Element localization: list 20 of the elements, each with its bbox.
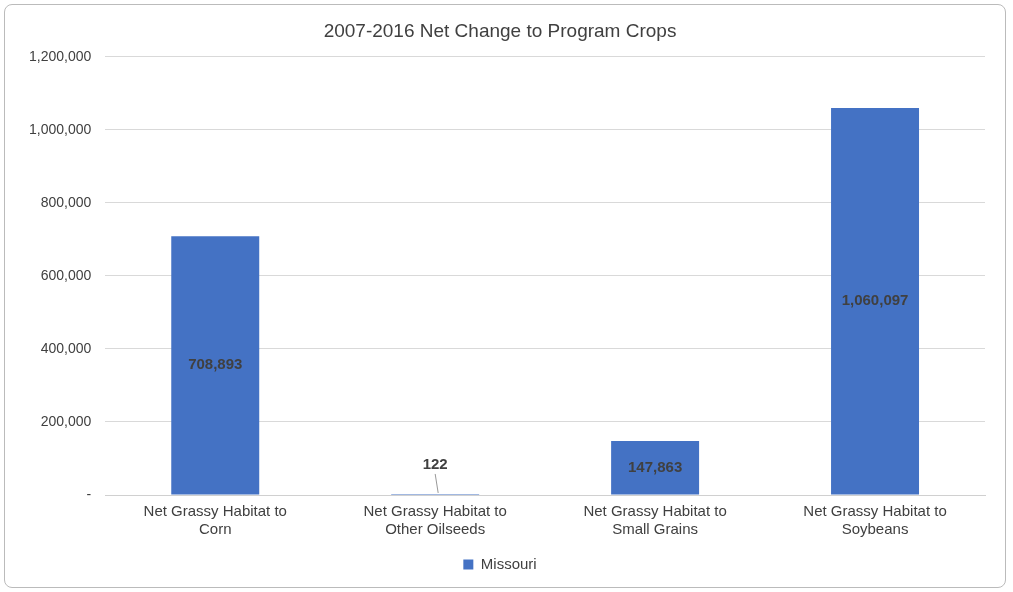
data-label: 708,893: [188, 355, 243, 373]
x-tick-label: Net Grassy Habitat to Small Grains: [583, 502, 727, 538]
y-tick-label: 1,000,000: [28, 120, 92, 137]
y-tick-label: 400,000: [40, 339, 92, 356]
y-tick-label: -: [86, 485, 92, 502]
bar: [831, 107, 920, 495]
y-tick-label: 200,000: [40, 412, 92, 429]
x-tick-label: Net Grassy Habitat to Soybeans: [803, 502, 947, 538]
chart-title: 2007-2016 Net Change to Program Crops: [323, 19, 677, 41]
data-label: 1,060,097: [841, 291, 909, 309]
y-tick-label: 1,200,000: [28, 47, 92, 64]
x-tick-label: Net Grassy Habitat to Corn: [143, 502, 287, 538]
data-label: 122: [422, 455, 448, 473]
x-tick-label: Net Grassy Habitat to Other Oilseeds: [363, 502, 507, 538]
bar: [171, 236, 260, 495]
y-tick-label: 800,000: [40, 193, 92, 210]
legend-label: Missouri: [480, 554, 537, 572]
y-tick-label: 600,000: [40, 266, 92, 283]
data-label: 147,863: [627, 457, 683, 475]
bar: [611, 441, 700, 495]
